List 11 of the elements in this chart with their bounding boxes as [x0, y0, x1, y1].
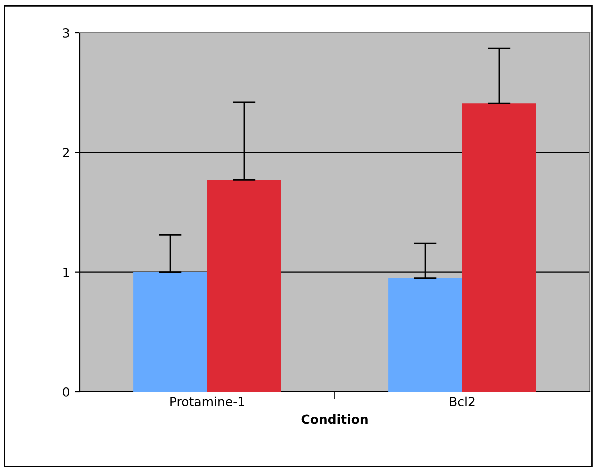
bar [388, 278, 462, 392]
x-tick-label: Bcl2 [450, 396, 475, 407]
bar [134, 272, 208, 392]
y-tick-label: 3 [63, 28, 70, 38]
x-axis-title: Condition [302, 414, 368, 424]
bar [208, 180, 282, 392]
y-tick-label: 0 [63, 387, 70, 397]
y-tick-label: 1 [64, 268, 70, 278]
y-tick-label: 2 [63, 148, 70, 158]
bar [462, 104, 536, 392]
x-tick-label: Protamine-1 [170, 396, 244, 407]
